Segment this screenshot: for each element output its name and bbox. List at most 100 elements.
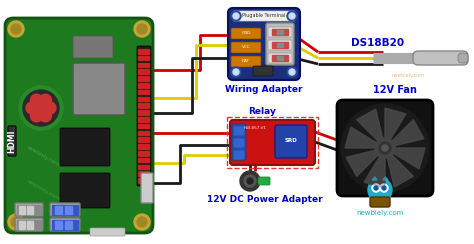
Circle shape — [379, 142, 391, 154]
FancyBboxPatch shape — [5, 18, 153, 233]
FancyBboxPatch shape — [15, 218, 43, 231]
Text: HW-857-V1: HW-857-V1 — [244, 126, 266, 130]
Bar — [277, 43, 283, 47]
Bar — [138, 158, 144, 162]
FancyBboxPatch shape — [60, 173, 110, 208]
Bar — [272, 29, 288, 35]
Bar — [138, 76, 144, 81]
Bar — [144, 144, 149, 149]
Bar — [138, 69, 144, 74]
Bar — [52, 220, 78, 230]
Bar — [52, 204, 78, 214]
Bar — [144, 90, 149, 94]
Bar — [138, 137, 144, 142]
Bar — [138, 124, 144, 128]
Bar — [138, 144, 144, 149]
Circle shape — [382, 186, 386, 190]
Polygon shape — [383, 177, 388, 180]
Polygon shape — [393, 148, 425, 169]
FancyBboxPatch shape — [233, 150, 245, 160]
Bar — [27, 205, 33, 214]
Circle shape — [382, 145, 388, 151]
Text: newbiely.com: newbiely.com — [26, 144, 60, 168]
Bar — [144, 103, 149, 108]
FancyBboxPatch shape — [233, 126, 245, 136]
Bar — [272, 55, 288, 61]
FancyBboxPatch shape — [413, 51, 468, 65]
Circle shape — [240, 171, 260, 191]
FancyBboxPatch shape — [228, 8, 300, 80]
Bar — [144, 49, 149, 53]
FancyBboxPatch shape — [253, 66, 273, 76]
Circle shape — [137, 217, 147, 227]
Polygon shape — [345, 127, 376, 148]
Circle shape — [287, 11, 297, 21]
Text: VCC: VCC — [242, 45, 250, 50]
Text: Plugable Terminal: Plugable Terminal — [242, 13, 286, 19]
Polygon shape — [392, 120, 424, 146]
FancyBboxPatch shape — [230, 120, 315, 165]
Polygon shape — [346, 150, 378, 176]
Bar — [138, 103, 144, 108]
Circle shape — [244, 175, 256, 187]
Bar — [144, 124, 149, 128]
Circle shape — [375, 138, 395, 158]
Circle shape — [134, 21, 150, 37]
Bar — [144, 165, 149, 169]
Bar — [138, 110, 144, 115]
Bar — [138, 171, 144, 176]
Text: newbiely.com: newbiely.com — [356, 210, 404, 216]
Bar — [144, 56, 149, 60]
Bar — [55, 205, 62, 214]
Circle shape — [39, 94, 52, 106]
FancyBboxPatch shape — [231, 42, 261, 53]
Bar — [144, 117, 149, 122]
Circle shape — [8, 214, 24, 230]
Bar — [138, 56, 144, 60]
Polygon shape — [393, 148, 425, 169]
Bar — [144, 151, 149, 155]
FancyBboxPatch shape — [458, 53, 468, 63]
Text: DAT: DAT — [242, 60, 250, 63]
FancyBboxPatch shape — [231, 56, 261, 67]
FancyBboxPatch shape — [73, 36, 113, 58]
Bar — [138, 83, 144, 88]
Polygon shape — [357, 109, 383, 141]
Circle shape — [39, 110, 52, 122]
Bar — [27, 221, 33, 228]
Text: DS18B20: DS18B20 — [351, 38, 405, 48]
Text: Wiring Adapter: Wiring Adapter — [225, 84, 303, 93]
Polygon shape — [387, 155, 413, 187]
FancyBboxPatch shape — [370, 197, 390, 207]
Bar — [144, 63, 149, 67]
Bar — [138, 63, 144, 67]
Bar — [144, 76, 149, 81]
Circle shape — [380, 184, 388, 192]
Polygon shape — [387, 155, 413, 187]
Circle shape — [8, 21, 24, 37]
Bar — [19, 221, 25, 228]
Bar — [138, 117, 144, 122]
Bar — [138, 178, 144, 183]
FancyBboxPatch shape — [15, 203, 43, 216]
FancyBboxPatch shape — [233, 11, 295, 21]
Bar — [138, 90, 144, 94]
FancyBboxPatch shape — [73, 63, 125, 115]
Bar — [65, 205, 72, 214]
Bar — [144, 110, 149, 115]
Circle shape — [26, 102, 38, 114]
Polygon shape — [345, 127, 376, 148]
FancyBboxPatch shape — [233, 138, 245, 148]
FancyBboxPatch shape — [137, 46, 151, 186]
Circle shape — [374, 186, 378, 190]
Polygon shape — [385, 108, 406, 140]
Polygon shape — [385, 108, 406, 140]
Circle shape — [341, 104, 429, 192]
Circle shape — [233, 69, 239, 75]
Text: GND: GND — [241, 31, 251, 35]
Circle shape — [11, 217, 21, 227]
FancyBboxPatch shape — [275, 125, 307, 158]
FancyBboxPatch shape — [50, 218, 80, 231]
FancyBboxPatch shape — [8, 126, 16, 156]
Bar — [138, 165, 144, 169]
